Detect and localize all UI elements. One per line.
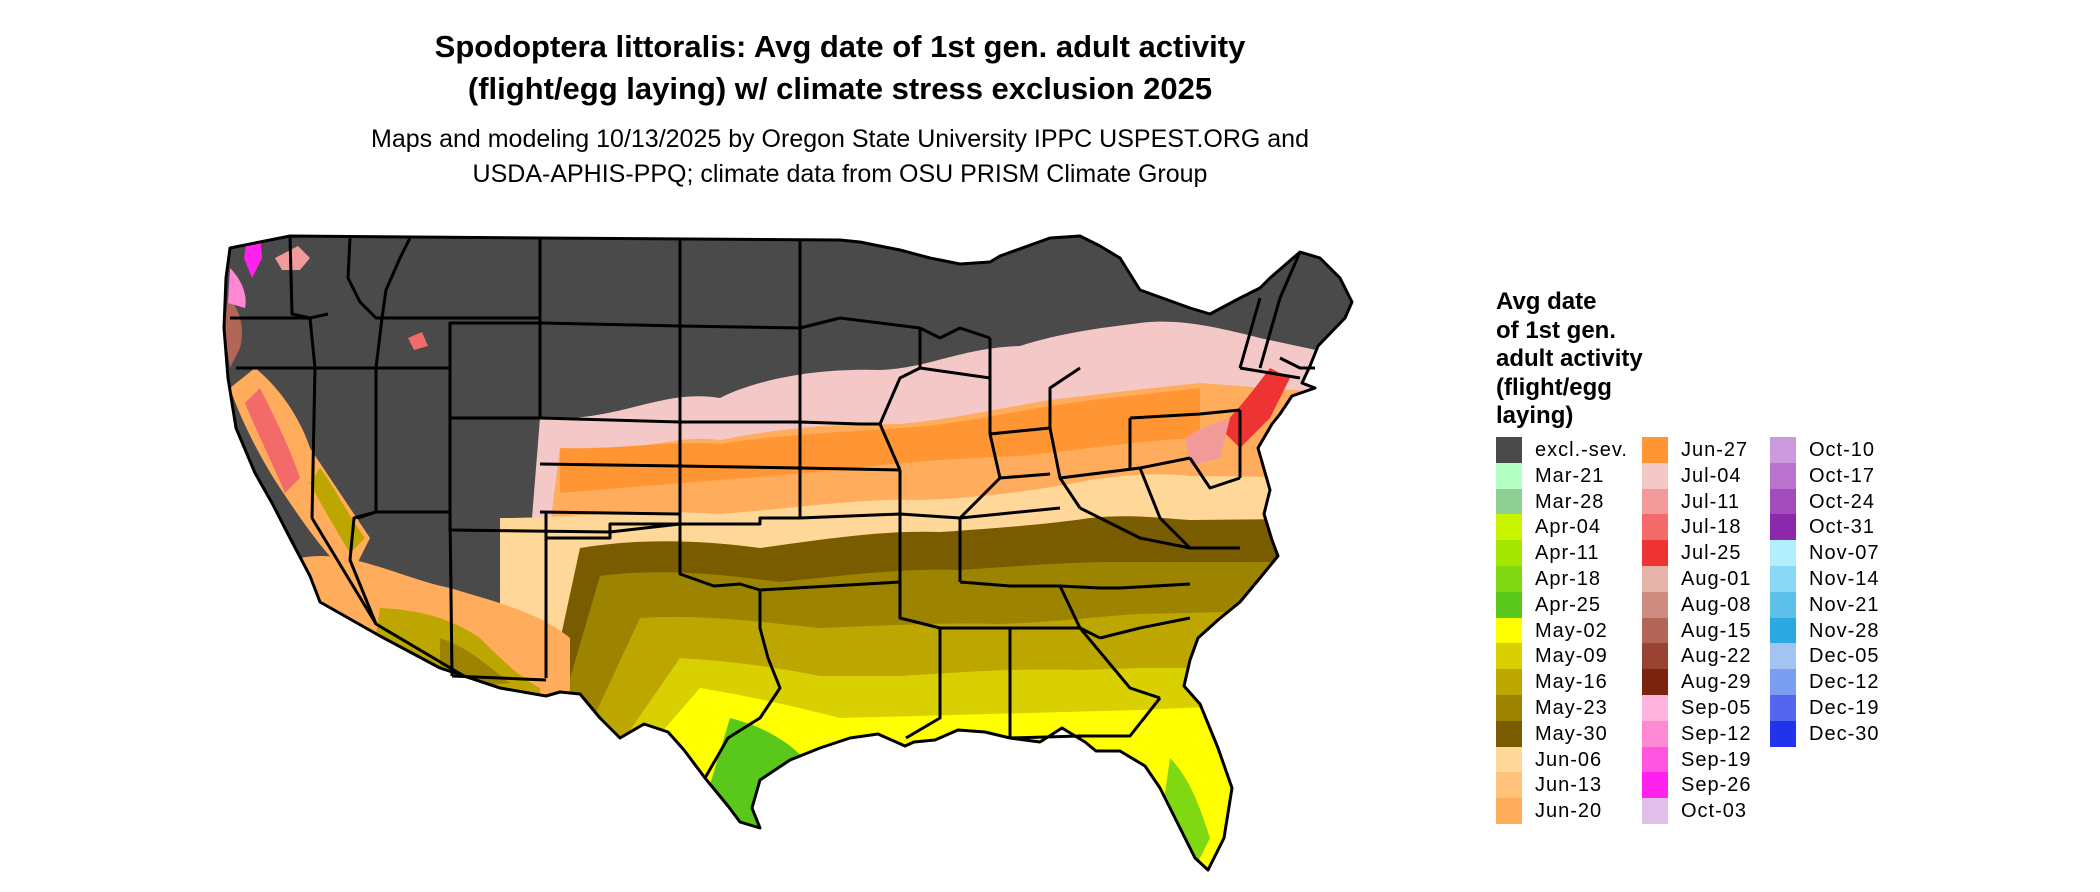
legend-label: Nov-14 bbox=[1809, 567, 1880, 590]
legend-label: May-02 bbox=[1535, 619, 1608, 642]
legend-title-line: (flight/egg bbox=[1496, 373, 1612, 401]
legend-swatch bbox=[1496, 540, 1522, 567]
legend-label: Jun-13 bbox=[1535, 774, 1603, 797]
legend-swatch bbox=[1642, 798, 1668, 825]
legend-swatch bbox=[1770, 720, 1796, 747]
legend-label: May-09 bbox=[1535, 645, 1608, 668]
legend-swatch bbox=[1642, 565, 1668, 592]
legend-swatch bbox=[1496, 437, 1522, 463]
legend-label: May-16 bbox=[1535, 671, 1608, 694]
legend-swatch bbox=[1496, 591, 1522, 618]
map-title-line-2: (flight/egg laying) w/ climate stress ex… bbox=[467, 71, 1213, 106]
legend-label: Jul-25 bbox=[1681, 542, 1742, 565]
legend-label: Dec-05 bbox=[1809, 645, 1880, 668]
legend-label: Sep-26 bbox=[1681, 774, 1752, 797]
legend-label: Aug-08 bbox=[1681, 593, 1752, 616]
legend-title-line: laying) bbox=[1496, 402, 1574, 429]
map-title-line-1: Spodoptera littoralis: Avg date of 1st g… bbox=[434, 29, 1246, 64]
legend-swatch bbox=[1496, 643, 1522, 670]
legend-label: excl.-sev. bbox=[1535, 439, 1628, 461]
legend-swatch bbox=[1770, 462, 1796, 489]
legend-swatch bbox=[1642, 514, 1668, 541]
legend-swatch bbox=[1770, 437, 1796, 463]
map-subtitle-line-2: USDA-APHIS-PPQ; climate data from OSU PR… bbox=[472, 160, 1208, 188]
legend-label: Nov-07 bbox=[1809, 542, 1880, 565]
legend-label: Apr-11 bbox=[1535, 542, 1600, 565]
legend-label: Mar-21 bbox=[1535, 464, 1605, 487]
legend-swatch bbox=[1496, 669, 1522, 696]
legend-label: Jun-27 bbox=[1681, 439, 1749, 461]
legend-label: Aug-15 bbox=[1681, 619, 1752, 642]
map-title: Spodoptera littoralis: Avg date of 1st g… bbox=[0, 26, 1680, 110]
legend-swatch bbox=[1496, 772, 1522, 799]
legend-label: Jun-06 bbox=[1535, 748, 1603, 771]
legend-swatch bbox=[1642, 746, 1668, 773]
legend-label: Dec-12 bbox=[1809, 671, 1880, 694]
legend-swatch bbox=[1642, 643, 1668, 670]
legend-swatch bbox=[1642, 591, 1668, 618]
legend-title-line: adult activity bbox=[1496, 345, 1643, 372]
legend-swatch bbox=[1496, 462, 1522, 489]
legend-swatch bbox=[1496, 798, 1522, 825]
legend-swatch bbox=[1770, 540, 1796, 567]
legend-label: Oct-03 bbox=[1681, 800, 1748, 823]
legend-swatch bbox=[1642, 540, 1668, 567]
legend-swatch bbox=[1642, 462, 1668, 489]
legend-title: Avg date of 1st gen. adult activity (fli… bbox=[1496, 288, 1686, 431]
legend-label: Nov-28 bbox=[1809, 619, 1880, 642]
legend-swatch bbox=[1770, 591, 1796, 618]
legend-title-line: of 1st gen. bbox=[1496, 316, 1617, 344]
legend-label: Mar-28 bbox=[1535, 490, 1605, 513]
legend-label: Apr-04 bbox=[1535, 516, 1602, 539]
legend-swatch bbox=[1770, 694, 1796, 721]
legend-swatch bbox=[1642, 617, 1668, 644]
legend-label: Sep-05 bbox=[1681, 696, 1752, 719]
legend-swatch bbox=[1642, 437, 1668, 463]
legend-label: Apr-25 bbox=[1535, 593, 1602, 616]
legend-swatch bbox=[1770, 565, 1796, 592]
map-subtitle-line-1: Maps and modeling 10/13/2025 by Oregon S… bbox=[371, 125, 1309, 153]
legend-label: Aug-01 bbox=[1681, 567, 1752, 590]
legend-label: Oct-24 bbox=[1809, 490, 1876, 513]
legend-label: Jul-04 bbox=[1681, 464, 1742, 487]
legend-swatch bbox=[1642, 488, 1668, 515]
legend-swatch bbox=[1770, 617, 1796, 644]
legend-title-line: Avg date bbox=[1496, 288, 1597, 315]
legend-label: Aug-29 bbox=[1681, 671, 1752, 694]
legend-swatch bbox=[1642, 669, 1668, 696]
legend-label: Oct-10 bbox=[1809, 439, 1876, 461]
legend-swatch bbox=[1496, 694, 1522, 721]
legend-swatch bbox=[1770, 669, 1796, 696]
legend-label: Jul-11 bbox=[1681, 490, 1740, 513]
legend-swatch bbox=[1496, 617, 1522, 644]
legend-swatch bbox=[1496, 720, 1522, 747]
legend-label: Sep-12 bbox=[1681, 722, 1752, 745]
legend-label: Nov-21 bbox=[1809, 593, 1880, 616]
legend-label: Apr-18 bbox=[1535, 567, 1602, 590]
legend-label: Jul-18 bbox=[1681, 516, 1742, 539]
legend-swatch bbox=[1642, 720, 1668, 747]
legend-swatch bbox=[1496, 746, 1522, 773]
legend-label: Dec-30 bbox=[1809, 722, 1880, 745]
legend-swatch bbox=[1496, 488, 1522, 515]
legend-label: Dec-19 bbox=[1809, 696, 1880, 719]
us-map bbox=[200, 218, 1480, 888]
legend-swatch bbox=[1770, 488, 1796, 515]
legend-label: Jun-20 bbox=[1535, 800, 1603, 823]
legend-label: Oct-17 bbox=[1809, 464, 1876, 487]
legend-label: May-23 bbox=[1535, 696, 1608, 719]
map-subtitle: Maps and modeling 10/13/2025 by Oregon S… bbox=[0, 122, 1680, 192]
legend-swatch bbox=[1496, 514, 1522, 541]
legend-label: Aug-22 bbox=[1681, 645, 1752, 668]
legend-swatch bbox=[1770, 643, 1796, 670]
legend-label: Sep-19 bbox=[1681, 748, 1752, 771]
legend-swatch bbox=[1642, 772, 1668, 799]
legend-swatch bbox=[1642, 694, 1668, 721]
legend-swatch bbox=[1770, 514, 1796, 541]
legend-swatch bbox=[1496, 565, 1522, 592]
legend-label: Oct-31 bbox=[1809, 516, 1876, 539]
legend-label: May-30 bbox=[1535, 722, 1608, 745]
